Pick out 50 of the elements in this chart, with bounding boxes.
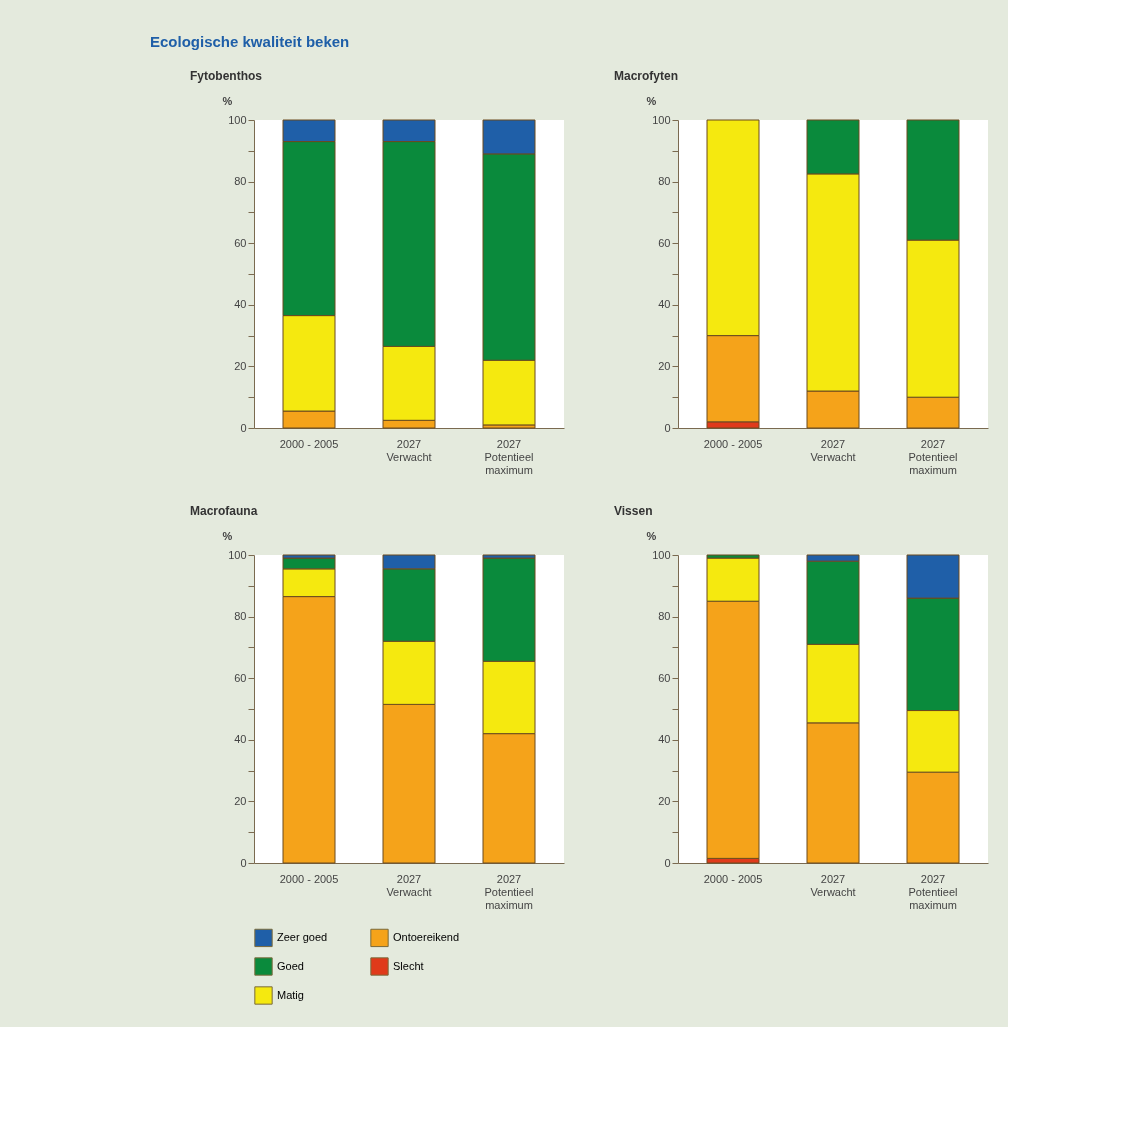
y-tick-label: 40: [234, 733, 247, 746]
y-tick-label: 100: [652, 113, 671, 126]
y-tick-label: 80: [658, 610, 671, 623]
x-tick-label: 2000 - 2005: [279, 437, 339, 450]
y-tick-label: 0: [240, 856, 247, 869]
legend-label: Slecht: [393, 959, 424, 972]
chart-title: Vissen: [614, 504, 653, 518]
y-tick-label: 20: [234, 359, 247, 372]
y-tick-label: 60: [658, 236, 671, 249]
y-tick-label: 40: [658, 298, 671, 311]
y-tick-label: 100: [228, 113, 247, 126]
x-tick-label: 2027 Verwacht: [386, 872, 432, 898]
legend-label: Matig: [277, 988, 304, 1001]
y-tick-label: 100: [228, 548, 247, 561]
x-tick-label: 2000 - 2005: [703, 437, 763, 450]
chart-title: Fytobenthos: [190, 69, 263, 83]
y-tick-label: 20: [658, 794, 671, 807]
y-tick-label: 60: [658, 671, 671, 684]
legend-label: Zeer goed: [277, 930, 328, 943]
text: Ecologische kwaliteit beken: [150, 33, 350, 50]
y-axis-title: %: [646, 529, 657, 542]
y-tick-label: 100: [652, 548, 671, 561]
x-tick-label: 2027 Potentieel maximum: [484, 437, 534, 476]
x-tick-label: 2027 Potentieel maximum: [908, 872, 958, 911]
y-tick-label: 20: [658, 359, 671, 372]
legend-label: Goed: [277, 959, 304, 972]
y-tick-label: 60: [234, 236, 247, 249]
y-tick-label: 0: [664, 856, 671, 869]
y-axis-title: %: [222, 94, 233, 107]
y-axis-title: %: [646, 94, 657, 107]
legend-label: Ontoereikend: [393, 930, 460, 943]
x-tick-label: 2027 Potentieel maximum: [908, 437, 958, 476]
y-tick-label: 0: [240, 421, 247, 434]
x-tick-label: 2000 - 2005: [703, 872, 763, 885]
y-tick-label: 60: [234, 671, 247, 684]
x-tick-label: 2027 Potentieel maximum: [484, 872, 534, 911]
y-tick-label: 0: [664, 421, 671, 434]
y-tick-label: 40: [658, 733, 671, 746]
chart-title: Macrofyten: [614, 69, 679, 83]
x-tick-label: 2027 Verwacht: [386, 437, 432, 463]
chart-title: Macrofauna: [190, 504, 258, 518]
x-tick-label: 2000 - 2005: [279, 872, 339, 885]
y-tick-label: 80: [234, 175, 247, 188]
y-tick-label: 20: [234, 794, 247, 807]
y-tick-label: 80: [234, 610, 247, 623]
y-axis-title: %: [222, 529, 233, 542]
x-tick-label: 2027 Verwacht: [810, 872, 856, 898]
y-tick-label: 40: [234, 298, 247, 311]
x-tick-label: 2027 Verwacht: [810, 437, 856, 463]
y-tick-label: 80: [658, 175, 671, 188]
